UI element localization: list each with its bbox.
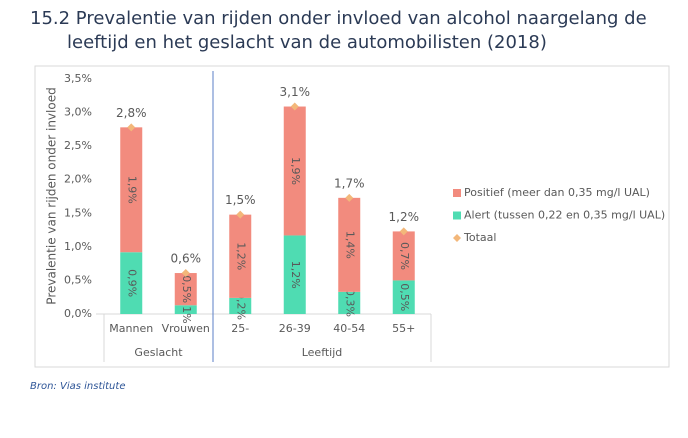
group-label: Leeftijd — [302, 346, 343, 359]
total-label: 1,7% — [334, 176, 365, 190]
total-marker — [181, 269, 190, 278]
source: Bron: Vias institute — [30, 381, 125, 392]
x-tick-label: 26-39 — [279, 322, 311, 335]
legend-label: Alert (tussen 0,22 en 0,35 mg/l UAL) — [464, 209, 665, 222]
title-part: 15.2 Prevalentie van rijden onder invloe… — [30, 8, 647, 29]
segment-label: 1,2% — [289, 261, 302, 289]
total-label: 1,5% — [225, 193, 256, 207]
bar-segment — [174, 305, 197, 314]
total-label: 0,6% — [171, 252, 202, 266]
bar-segment — [338, 291, 361, 314]
total-label: 1,2% — [389, 210, 420, 224]
total-label: 2,8% — [116, 106, 147, 120]
x-tick-label: 40-54 — [333, 322, 365, 335]
segment-label: 0,5% — [398, 283, 411, 311]
bar-segment — [174, 273, 197, 306]
bar-segment — [120, 252, 143, 314]
bar-segment — [392, 280, 415, 314]
bar-segment — [229, 214, 252, 298]
legend-label: Positief (meer dan 0,35 mg/l UAL) — [464, 186, 650, 199]
bar-segment — [283, 235, 306, 314]
bar-segment — [229, 297, 252, 314]
chart-title: 15.2 Prevalentie van rijden onder invloe… — [30, 8, 647, 53]
x-tick-label: 55+ — [392, 322, 415, 335]
legend-label: Totaal — [463, 231, 496, 244]
total-marker — [399, 227, 408, 236]
y-tick-label: 1,5% — [64, 206, 92, 219]
total-marker — [236, 210, 245, 219]
y-tick-label: 0,0% — [64, 307, 92, 320]
bar-segment — [392, 231, 415, 281]
title-part: leeftijd en het geslacht van de automobi… — [67, 32, 547, 53]
total-marker — [290, 102, 299, 111]
y-axis-label: Prevalentie van rijden onder invloed — [45, 87, 59, 304]
legend-swatch — [453, 234, 461, 242]
bar-segment — [338, 197, 361, 292]
segment-label: 0,7% — [398, 242, 411, 270]
segment-label: 0,9% — [125, 269, 138, 297]
total-marker — [127, 123, 136, 132]
x-tick-label: Mannen — [109, 322, 153, 335]
group-label: Geslacht — [134, 346, 183, 359]
y-tick-label: 3,0% — [64, 106, 92, 119]
segment-label: 0,3% — [343, 289, 356, 317]
segment-label: 1,4% — [343, 231, 356, 259]
bar-segment — [120, 127, 143, 253]
y-tick-label: 2,0% — [64, 173, 92, 186]
total-label: 3,1% — [280, 85, 311, 99]
segment-label: 1,9% — [125, 176, 138, 204]
x-tick-label: Vrouwen — [162, 322, 210, 335]
segment-label: 1,9% — [289, 157, 302, 185]
bar-segment — [283, 106, 306, 236]
legend-swatch — [453, 211, 461, 220]
segment-label: 0,5% — [180, 275, 193, 303]
y-tick-label: 2,5% — [64, 139, 92, 152]
y-tick-label: 0,5% — [64, 273, 92, 286]
y-tick-label: 3,5% — [64, 72, 92, 85]
legend-swatch — [453, 189, 461, 197]
x-tick-label: 25- — [231, 322, 249, 335]
segment-label: 1,2% — [234, 242, 247, 270]
total-marker — [345, 193, 354, 202]
y-tick-label: 1,0% — [64, 240, 92, 253]
segment-label: 0,2% — [234, 292, 247, 320]
